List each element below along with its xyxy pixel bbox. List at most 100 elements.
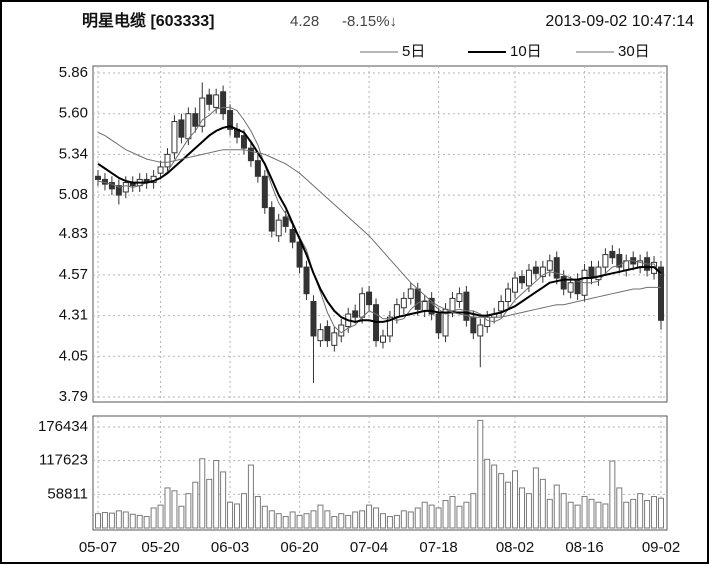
candle-body (359, 293, 366, 318)
x-tick-label: 08-16 (565, 539, 603, 556)
candle-body (310, 301, 317, 337)
volume-bar (491, 464, 498, 529)
volume-bar (192, 481, 199, 529)
candle-body (428, 297, 435, 315)
volume-bar (101, 512, 108, 529)
candle-body (303, 266, 310, 295)
y-tick-label: 4.57 (59, 266, 88, 283)
volume-bar (227, 501, 234, 529)
candle-body (407, 288, 414, 299)
candle-body (393, 304, 400, 318)
candle-body (275, 219, 282, 237)
candle-body (366, 291, 373, 306)
volume-bar (220, 471, 227, 529)
candle-body (192, 113, 199, 127)
candle-body (505, 288, 512, 303)
candle-body (560, 275, 567, 290)
candle-body (157, 166, 164, 174)
volume-bar (400, 510, 407, 529)
volume-bar (539, 478, 546, 529)
volume-bar (366, 504, 373, 529)
volume-bar (150, 507, 157, 529)
volume-bar (581, 496, 588, 529)
volume-bar (616, 487, 623, 529)
candle-body (518, 275, 525, 284)
candle-body (317, 329, 324, 342)
volume-bar (275, 513, 282, 529)
volume-bar (338, 513, 345, 529)
volume-bar (268, 510, 275, 529)
candle-body (296, 241, 303, 268)
volume-bar (136, 514, 143, 529)
candle-body (435, 313, 442, 334)
candle-body (456, 293, 463, 303)
candle-body (115, 185, 122, 196)
volume-bar (282, 516, 289, 529)
volume-bar (518, 487, 525, 529)
volume-bar (213, 459, 220, 529)
candle-body (567, 282, 574, 293)
volume-bar (512, 470, 519, 529)
candle-body (609, 250, 616, 259)
volume-bar (324, 510, 331, 529)
candle-body (220, 91, 227, 115)
volume-bar (108, 512, 115, 529)
volume-bar (442, 500, 449, 529)
legend-label: 30日 (618, 43, 650, 60)
candle-body (414, 288, 421, 310)
candle-body (386, 316, 393, 337)
volume-bar (386, 516, 393, 529)
x-tick-label: 08-02 (496, 539, 534, 556)
x-tick-label: 07-18 (419, 539, 457, 556)
volume-bar (421, 501, 428, 529)
volume-bar (261, 505, 268, 529)
volume-bar (463, 501, 470, 529)
volume-bar (317, 504, 324, 529)
volume-bar (373, 507, 380, 529)
candle-body (449, 297, 456, 312)
x-tick-label: 09-02 (642, 539, 680, 556)
volume-bar (352, 511, 359, 529)
volume-bar (310, 510, 317, 529)
candle-body (227, 110, 234, 130)
candle-body (512, 277, 519, 293)
volume-bar (164, 487, 171, 529)
candle-body (546, 260, 553, 271)
candle-body (122, 182, 129, 193)
candle-body (199, 97, 206, 127)
volume-tick-label: 176434 (38, 418, 88, 435)
candle-body (532, 266, 539, 274)
volume-bar (414, 507, 421, 529)
volume-bar (435, 507, 442, 529)
volume-bar (407, 511, 414, 529)
candle-body (268, 207, 275, 232)
volume-bar (546, 498, 553, 529)
x-tick-label: 05-07 (79, 539, 117, 556)
candle-body (379, 335, 386, 343)
price-change: -8.15%↓ (342, 13, 397, 30)
volume-bar (359, 510, 366, 529)
candle-body (553, 257, 560, 279)
x-tick-label: 06-03 (211, 539, 249, 556)
volume-bar (567, 501, 574, 529)
volume-bar (602, 503, 609, 529)
candle-body (338, 324, 345, 337)
volume-tick-label: 58811 (47, 485, 88, 502)
ma-line (97, 125, 662, 323)
y-tick-label: 5.08 (59, 186, 88, 203)
volume-bar (289, 511, 296, 529)
volume-bar (129, 513, 136, 529)
volume-bar (588, 498, 595, 529)
candle-body (261, 175, 268, 209)
y-tick-label: 5.86 (59, 64, 88, 81)
volume-bar (171, 490, 178, 529)
volume-bar (505, 481, 512, 529)
candle-body (240, 135, 247, 149)
volume-bar (637, 493, 644, 529)
volume-bar (247, 464, 254, 529)
chart-title: 明星电缆 [603333] (82, 11, 215, 30)
volume-bar (651, 496, 658, 529)
volume-bar (240, 493, 247, 529)
volume-bar (379, 513, 386, 529)
